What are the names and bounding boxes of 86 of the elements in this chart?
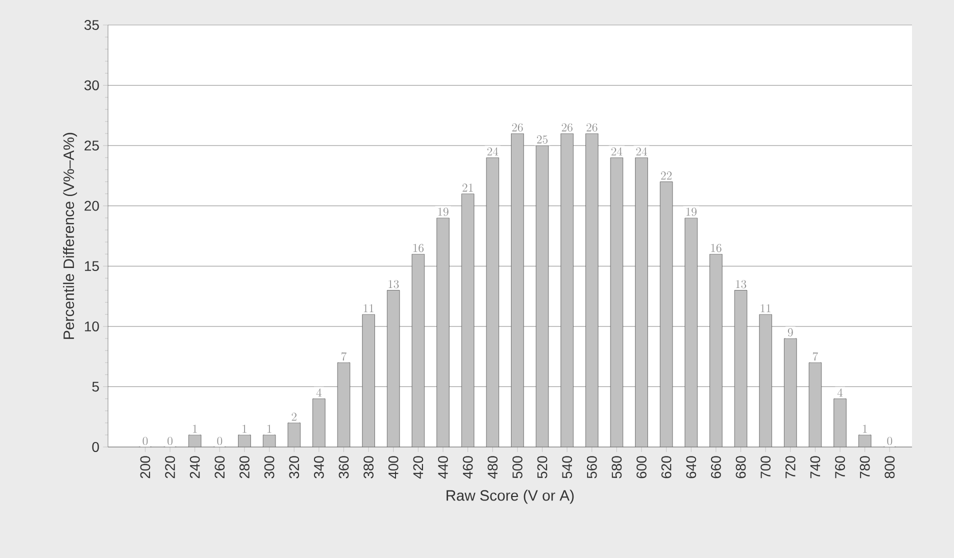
data-label: 24 — [636, 147, 648, 156]
data-label: 4 — [316, 388, 322, 397]
bar — [585, 133, 598, 447]
bar — [362, 314, 375, 447]
data-label: 22 — [661, 172, 672, 180]
data-label: 11 — [760, 304, 771, 312]
bar — [288, 422, 301, 447]
x-tick-label: 540 — [562, 456, 572, 478]
data-label: 26 — [562, 123, 572, 132]
x-tick-label: 580 — [612, 456, 622, 478]
x-tick-label: 220 — [165, 456, 175, 478]
y-tick-label: 10 — [84, 321, 99, 332]
x-tick-label: 400 — [388, 456, 398, 479]
data-label: 11 — [364, 304, 374, 312]
data-label: 24 — [611, 147, 622, 156]
data-label: 13 — [388, 280, 399, 288]
x-tick-label: 500 — [512, 456, 522, 478]
x-tick-label: 340 — [314, 456, 324, 478]
data-label: 19 — [438, 208, 448, 216]
data-label: 13 — [736, 280, 746, 288]
x-tick-label: 360 — [338, 456, 349, 478]
bar — [834, 398, 846, 447]
y-tick-label: 20 — [84, 200, 99, 211]
x-tick-label: 720 — [785, 456, 796, 478]
x-tick-label: 600 — [636, 456, 646, 478]
x-tick-label: 780 — [860, 456, 870, 478]
x-tick-label: 440 — [438, 456, 448, 479]
x-tick-label: 800 — [884, 456, 895, 478]
x-tick-label: 640 — [686, 456, 696, 478]
data-label: 1 — [193, 424, 197, 433]
bar — [412, 254, 425, 447]
x-tick-label: 200 — [140, 456, 150, 478]
x-tick-label: 280 — [240, 456, 250, 478]
y-tick-label: 30 — [84, 80, 99, 90]
x-tick-label: 700 — [760, 456, 771, 478]
y-tick-label: 35 — [84, 20, 99, 30]
y-axis-title: Percentile Difference (V%–A%) — [63, 132, 78, 339]
y-tick-label: 0 — [92, 442, 99, 452]
data-label: 25 — [536, 135, 548, 144]
data-label: 0 — [142, 436, 148, 446]
x-tick-label: 760 — [835, 456, 845, 478]
bar — [560, 133, 574, 447]
data-label: 1 — [267, 424, 272, 433]
data-label: 7 — [812, 352, 818, 361]
x-axis-title: Raw Score (V or A) — [446, 490, 574, 504]
bar — [710, 254, 722, 447]
data-label: 26 — [512, 123, 523, 132]
bar — [312, 398, 326, 447]
x-tick-label: 660 — [711, 456, 721, 478]
data-label: 24 — [487, 147, 498, 156]
data-label: 7 — [341, 352, 346, 361]
data-label: 26 — [586, 123, 598, 132]
x-tick-label: 560 — [586, 456, 597, 478]
data-label: 1 — [242, 424, 246, 433]
bar — [337, 362, 350, 447]
x-tick-label: 380 — [364, 456, 374, 478]
data-label: 16 — [711, 244, 722, 252]
x-tick-label: 260 — [214, 456, 225, 478]
data-label: 1 — [863, 424, 867, 433]
bar — [759, 314, 772, 447]
y-tick-label: 25 — [84, 140, 99, 151]
bar — [536, 145, 549, 447]
data-label: 21 — [462, 184, 473, 192]
x-tick-label: 520 — [537, 456, 548, 478]
x-tick-label: 320 — [289, 456, 300, 478]
data-label: 4 — [837, 388, 843, 397]
data-label: 0 — [217, 436, 222, 446]
data-label: 2 — [292, 412, 296, 421]
data-label: 0 — [887, 436, 892, 446]
x-tick-label: 740 — [810, 456, 820, 478]
x-tick-label: 680 — [736, 456, 746, 478]
x-tick-label: 460 — [462, 456, 473, 479]
y-tick-label: 5 — [92, 382, 99, 392]
x-tick-label: 620 — [661, 456, 672, 478]
y-tick-label: 15 — [84, 261, 99, 272]
data-label: 16 — [413, 244, 424, 252]
bar — [808, 362, 822, 447]
bar — [461, 194, 474, 447]
data-label: 0 — [168, 436, 172, 446]
x-tick-label: 300 — [264, 456, 274, 478]
x-tick-label: 480 — [488, 456, 498, 479]
data-label: 9 — [788, 328, 793, 337]
x-tick-label: 420 — [413, 456, 424, 479]
data-label: 19 — [686, 208, 697, 216]
bar — [511, 133, 524, 447]
x-tick-label: 240 — [190, 456, 200, 478]
